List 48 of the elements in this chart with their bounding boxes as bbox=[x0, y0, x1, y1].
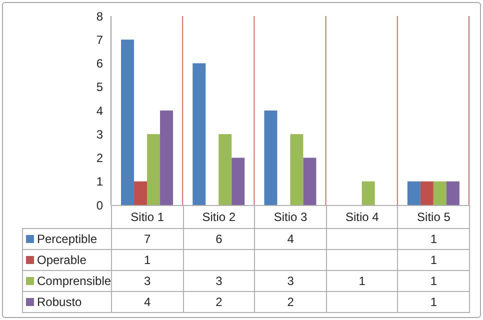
bar bbox=[303, 158, 316, 205]
data-label: 1 bbox=[398, 292, 470, 312]
x-tick-label: Sitio 4 bbox=[326, 206, 398, 228]
data-label: 2 bbox=[183, 292, 255, 312]
y-tick-label: 6 bbox=[96, 56, 104, 71]
bar bbox=[290, 134, 304, 205]
bar bbox=[232, 158, 245, 205]
bar bbox=[446, 181, 460, 205]
data-label: 3 bbox=[183, 270, 255, 292]
data-label: 1 bbox=[398, 250, 470, 270]
x-tick-label: Sitio 5 bbox=[398, 206, 470, 228]
bar bbox=[147, 134, 160, 205]
legend-label: Robusto bbox=[37, 295, 82, 309]
bar bbox=[192, 63, 206, 205]
y-tick-label: 1 bbox=[96, 174, 104, 189]
bar bbox=[121, 40, 134, 205]
data-label: 4 bbox=[254, 228, 326, 250]
y-tick-label: 3 bbox=[96, 127, 104, 142]
bar bbox=[362, 181, 375, 205]
bar bbox=[433, 181, 446, 205]
data-label: 1 bbox=[398, 228, 470, 250]
bar bbox=[420, 181, 434, 205]
data-label: 1 bbox=[326, 270, 398, 292]
legend-label: Perceptible bbox=[37, 232, 98, 246]
x-tick-label: Sitio 3 bbox=[254, 206, 326, 228]
bar bbox=[218, 134, 232, 205]
bar bbox=[160, 110, 174, 205]
y-tick-label: 5 bbox=[96, 80, 104, 94]
y-tick-label: 8 bbox=[96, 9, 104, 24]
data-label: 6 bbox=[183, 228, 255, 250]
bar bbox=[407, 181, 420, 205]
data-label: 1 bbox=[112, 250, 184, 270]
data-label: 3 bbox=[254, 270, 326, 292]
y-tick-label: 4 bbox=[96, 104, 104, 118]
x-tick-label: Sitio 2 bbox=[183, 206, 255, 228]
y-tick-label: 2 bbox=[96, 151, 104, 166]
legend-label: Comprensible bbox=[37, 274, 112, 288]
data-label: 4 bbox=[112, 292, 184, 312]
bar bbox=[134, 181, 148, 205]
legend-label: Operable bbox=[37, 253, 86, 267]
y-tick-label: 7 bbox=[96, 32, 104, 47]
bar bbox=[264, 110, 278, 205]
y-tick-label: 0 bbox=[96, 198, 104, 212]
x-tick-label: Sitio 1 bbox=[112, 206, 184, 228]
data-label: 7 bbox=[112, 228, 184, 250]
data-label: 1 bbox=[398, 270, 470, 292]
data-label: 3 bbox=[112, 270, 184, 292]
data-label: 2 bbox=[254, 292, 326, 312]
